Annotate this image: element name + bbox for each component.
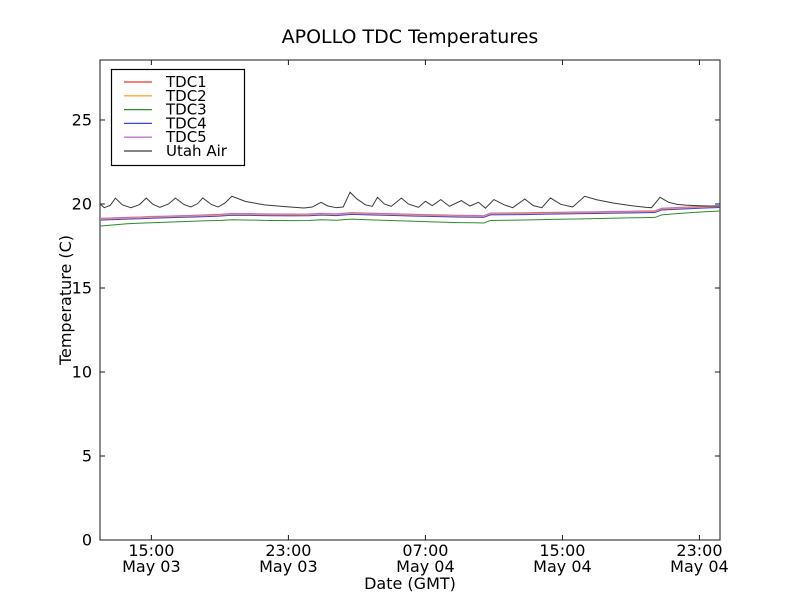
- legend-label-tdc2: TDC2: [165, 87, 207, 105]
- x-axis-label: Date (GMT): [364, 574, 456, 593]
- x-tick-label-date: May 03: [259, 557, 318, 576]
- x-tick-label-date: May 04: [670, 557, 729, 576]
- x-tick-label-date: May 04: [396, 557, 455, 576]
- plot-frame: [99, 59, 721, 541]
- y-tick-label: 10: [72, 362, 92, 381]
- x-tick-label-date: May 03: [122, 557, 181, 576]
- legend-label-utah-air: Utah Air: [166, 142, 228, 160]
- x-tick-label-time: 15:00: [128, 541, 174, 560]
- legend-label-tdc4: TDC4: [165, 114, 207, 132]
- x-tick-label-time: 23:00: [265, 541, 311, 560]
- y-tick-label: 5: [82, 446, 92, 465]
- y-tick-label: 25: [72, 110, 92, 129]
- series-line-tdc5: [99, 205, 721, 219]
- y-tick-label: 0: [82, 531, 92, 550]
- x-tick-label-time: 23:00: [676, 541, 722, 560]
- y-axis-label: Temperature (C): [56, 235, 75, 366]
- chart-title: APOLLO TDC Temperatures: [282, 26, 539, 48]
- y-tick-label: 20: [72, 194, 92, 213]
- series-line-tdc2: [99, 206, 721, 220]
- legend-label-tdc5: TDC5: [165, 128, 207, 146]
- series-line-utah-air: [99, 191, 721, 209]
- y-tick-label: 15: [72, 278, 92, 297]
- legend-label-tdc1: TDC1: [165, 73, 207, 91]
- legend-label-tdc3: TDC3: [165, 101, 207, 119]
- x-tick-label-date: May 04: [533, 557, 592, 576]
- series-line-tdc3: [99, 210, 721, 227]
- x-tick-label-time: 15:00: [539, 541, 585, 560]
- series-line-tdc4: [99, 207, 721, 221]
- x-tick-label-time: 07:00: [402, 541, 448, 560]
- legend-box: [110, 68, 246, 167]
